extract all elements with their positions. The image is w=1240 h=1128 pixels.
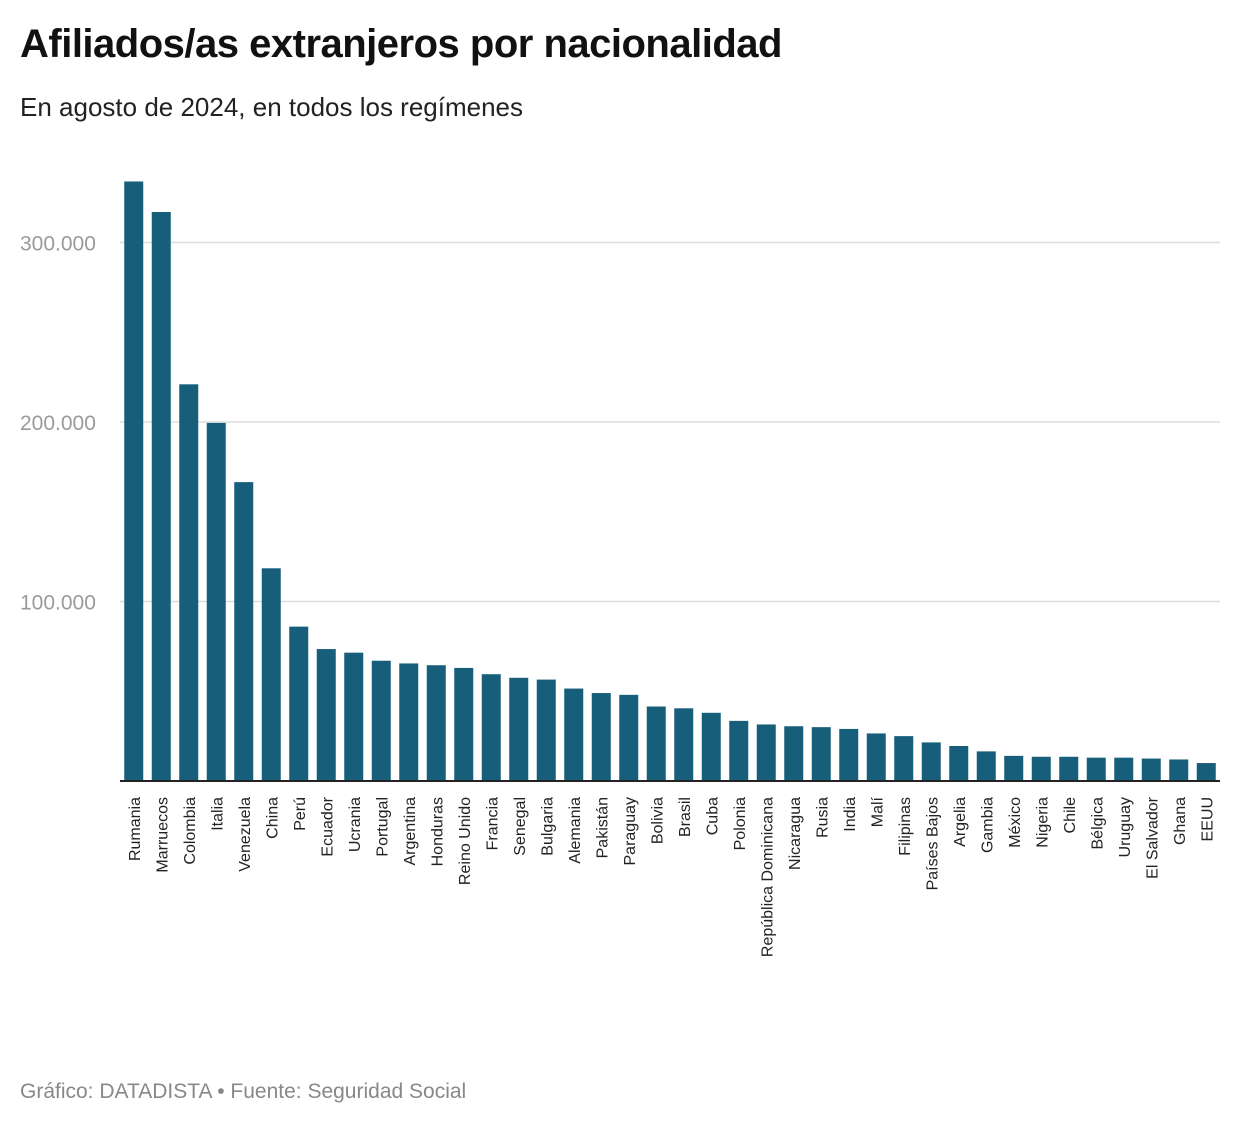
x-tick-label: China [264, 797, 281, 839]
bar [481, 674, 501, 781]
x-tick-label: Bulgaria [539, 797, 556, 856]
bar [234, 482, 254, 781]
bar [316, 649, 336, 781]
bar [426, 665, 446, 781]
bar [1031, 756, 1051, 781]
x-tick-label: Brasil [677, 797, 694, 837]
source-credit: Gráfico: DATADISTA • Fuente: Seguridad S… [20, 1080, 467, 1103]
x-tick-label: Reino Unido [457, 797, 474, 885]
x-tick-label: Malí [869, 796, 886, 827]
bar [1169, 759, 1189, 781]
x-tick-label: Ucrania [347, 797, 364, 852]
bar [976, 751, 996, 781]
bar [1141, 758, 1161, 781]
bar [179, 384, 199, 781]
bar [894, 736, 914, 781]
bar [289, 626, 309, 781]
bar [591, 693, 611, 781]
x-tick-label: Alemania [567, 797, 584, 864]
y-tick-label: 100.000 [20, 592, 96, 615]
bar [811, 727, 831, 781]
bar [701, 712, 721, 781]
x-tick-label: Ecuador [319, 796, 336, 856]
bar [509, 677, 529, 781]
bar [124, 181, 144, 782]
x-tick-label: Cuba [704, 797, 721, 835]
bar [839, 728, 859, 781]
x-tick-label: Marruecos [154, 797, 171, 873]
bar [536, 679, 556, 781]
x-tick-label: Honduras [429, 797, 446, 866]
bar [921, 742, 941, 781]
x-tick-label: Nicaragua [787, 797, 804, 870]
bar [756, 724, 776, 781]
bars [124, 181, 1216, 782]
bar [729, 720, 749, 781]
x-tick-label: Italia [209, 797, 226, 831]
x-tick-label: Ghana [1172, 797, 1189, 845]
bar [1114, 757, 1134, 781]
bar [1196, 763, 1216, 781]
gridlines [120, 241, 1220, 603]
x-tick-label: México [1007, 797, 1024, 848]
bar [151, 211, 171, 782]
x-tick-label: Polonia [732, 797, 749, 850]
x-tick-label: Perú [292, 797, 309, 831]
bar [564, 688, 584, 781]
bar [344, 652, 364, 781]
bar [646, 706, 666, 781]
x-tick-label: Senegal [512, 797, 529, 856]
x-tick-label: Chile [1062, 797, 1079, 834]
x-tick-label: Paraguay [622, 797, 639, 866]
x-tick-label: Venezuela [237, 797, 254, 872]
y-tick-label: 300.000 [20, 233, 96, 256]
x-tick-label: El Salvador [1144, 796, 1161, 878]
bar [454, 667, 474, 781]
x-tick-label: Rumania [127, 797, 144, 861]
bar [371, 660, 391, 781]
x-tick-label: Uruguay [1117, 797, 1134, 857]
x-tick-label: Argelia [952, 797, 969, 847]
bar [949, 745, 969, 781]
x-tick-label: República Dominicana [759, 797, 776, 957]
x-tick-label: EEUU [1199, 797, 1216, 841]
bar [674, 708, 694, 781]
x-tick-label: Gambia [979, 797, 996, 853]
bar-chart: 100.000 200.000 300.000 Rumania Marruecos Co… [20, 181, 1220, 957]
x-tick-label: Argentina [402, 797, 419, 866]
bar [1004, 755, 1024, 781]
bar [1059, 756, 1079, 781]
bar [1086, 757, 1106, 781]
x-tick-label: Pakistán [594, 797, 611, 858]
bar [784, 726, 804, 781]
y-tick-label: 200.000 [20, 412, 96, 435]
x-tick-label: Filipinas [897, 797, 914, 856]
x-tick-label: Bélgica [1089, 797, 1106, 850]
chart-title: Afiliados/as extranjeros por nacionalida… [20, 22, 782, 66]
x-tick-label: Portugal [374, 797, 391, 857]
bar [619, 694, 639, 781]
bar [206, 422, 226, 781]
bar [261, 568, 281, 781]
x-tick-label: Nigeria [1034, 797, 1051, 848]
x-tick-label: Francia [484, 797, 501, 850]
bar [399, 663, 419, 781]
x-tick-label: Países Bajos [924, 797, 941, 890]
y-axis-ticks: 100.000 200.000 300.000 [20, 233, 96, 615]
x-tick-label: India [842, 797, 859, 832]
chart-subtitle: En agosto de 2024, en todos los regímene… [20, 92, 524, 122]
x-tick-label: Colombia [182, 797, 199, 865]
x-axis-labels: Rumania Marruecos Colombia Italia Venezuela C… [127, 796, 1217, 957]
x-tick-label: Rusia [814, 797, 831, 838]
x-tick-label: Bolivia [649, 797, 666, 844]
bar [866, 733, 886, 781]
